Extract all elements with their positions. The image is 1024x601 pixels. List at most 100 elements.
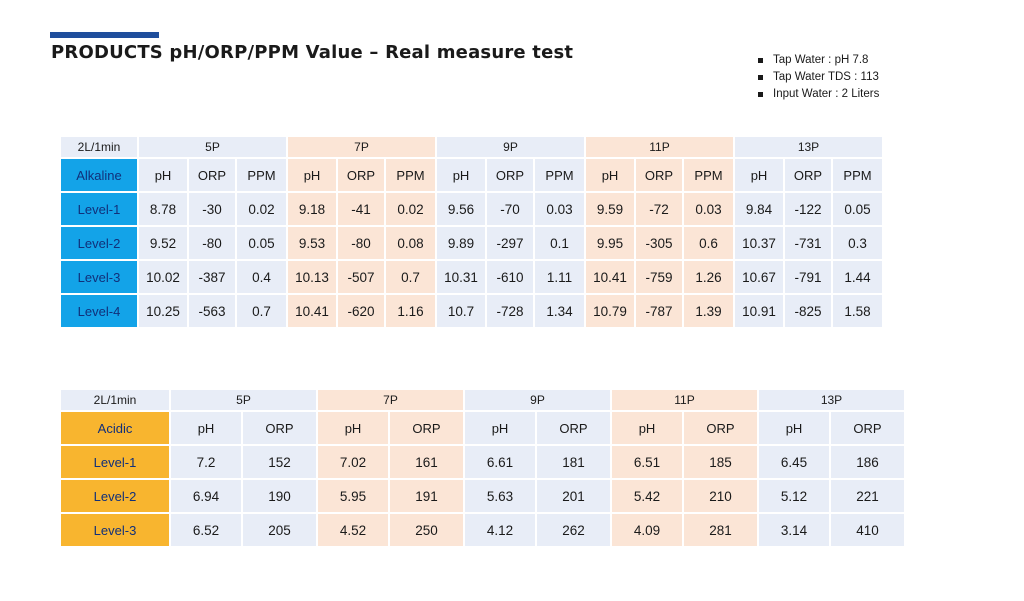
ph-cell: 6.52: [171, 514, 241, 546]
column-header-ppm: PPM: [684, 159, 733, 191]
table-row: Level-4 10.25 -563 0.7 10.41 -620 1.16 10.7 -728…: [61, 295, 882, 327]
ppm-cell: 1.16: [386, 295, 435, 327]
level-label: Level-4: [61, 295, 137, 327]
column-header-ph: pH: [171, 412, 241, 444]
ph-cell: 10.13: [288, 261, 336, 293]
water-type-label: Alkaline: [61, 159, 137, 191]
ph-cell: 5.63: [465, 480, 535, 512]
orp-cell: -787: [636, 295, 682, 327]
ppm-cell: 1.34: [535, 295, 584, 327]
alkaline-table-body: 2L/1min 5P 7P 9P 11P 13P Alkaline pH ORP PPM pH ORP…: [61, 137, 882, 327]
column-header-ph: pH: [612, 412, 682, 444]
ph-cell: 10.41: [288, 295, 336, 327]
note-item: Tap Water : pH 7.8: [758, 52, 879, 69]
water-type-label: Acidic: [61, 412, 169, 444]
model-header-row: 2L/1min 5P 7P 9P 11P 13P: [61, 390, 904, 410]
column-header-orp: ORP: [684, 412, 757, 444]
note-item: Input Water : 2 Liters: [758, 86, 879, 103]
model-header-row: 2L/1min 5P 7P 9P 11P 13P: [61, 137, 882, 157]
model-header-13p: 13P: [759, 390, 904, 410]
orp-cell: 190: [243, 480, 316, 512]
ppm-cell: 1.44: [833, 261, 882, 293]
level-label: Level-3: [61, 261, 137, 293]
ph-cell: 10.02: [139, 261, 187, 293]
column-header-ppm: PPM: [535, 159, 584, 191]
ph-cell: 10.67: [735, 261, 783, 293]
bullet-icon: [758, 92, 763, 97]
ph-cell: 7.2: [171, 446, 241, 478]
ph-cell: 6.94: [171, 480, 241, 512]
model-header-9p: 9P: [437, 137, 584, 157]
model-header-5p: 5P: [139, 137, 286, 157]
column-header-ph: pH: [735, 159, 783, 191]
level-label: Level-2: [61, 480, 169, 512]
ph-cell: 9.89: [437, 227, 485, 259]
orp-cell: -507: [338, 261, 384, 293]
ppm-cell: 0.7: [386, 261, 435, 293]
ppm-cell: 0.4: [237, 261, 286, 293]
note-text: Tap Water : pH 7.8: [773, 54, 869, 66]
orp-cell: 185: [684, 446, 757, 478]
orp-cell: -70: [487, 193, 533, 225]
orp-cell: 250: [390, 514, 463, 546]
column-header-ph: pH: [759, 412, 829, 444]
orp-cell: -305: [636, 227, 682, 259]
flow-rate-label: 2L/1min: [61, 137, 137, 157]
orp-cell: 161: [390, 446, 463, 478]
column-header-ppm: PPM: [386, 159, 435, 191]
ppm-cell: 1.39: [684, 295, 733, 327]
column-header-orp: ORP: [390, 412, 463, 444]
acidic-table: 2L/1min 5P 7P 9P 11P 13P Acidic pH ORP pH ORP pH ORP…: [59, 388, 906, 548]
column-header-orp: ORP: [189, 159, 235, 191]
flow-rate-label: 2L/1min: [61, 390, 169, 410]
ph-cell: 10.7: [437, 295, 485, 327]
orp-cell: -30: [189, 193, 235, 225]
ppm-cell: 0.08: [386, 227, 435, 259]
orp-cell: 205: [243, 514, 316, 546]
ph-cell: 9.95: [586, 227, 634, 259]
ph-cell: 10.37: [735, 227, 783, 259]
level-label: Level-1: [61, 446, 169, 478]
column-header-orp: ORP: [785, 159, 831, 191]
ph-cell: 6.45: [759, 446, 829, 478]
page-title: PRODUCTS pH/ORP/PPM Value – Real measure…: [51, 42, 574, 63]
ph-cell: 4.12: [465, 514, 535, 546]
orp-cell: -297: [487, 227, 533, 259]
ph-cell: 10.25: [139, 295, 187, 327]
orp-cell: -122: [785, 193, 831, 225]
measure-header-row: Alkaline pH ORP PPM pH ORP PPM pH ORP PPM pH ORP PPM…: [61, 159, 882, 191]
table-row: Level-2 9.52 -80 0.05 9.53 -80 0.08 9.89 -297 0.1…: [61, 227, 882, 259]
ph-cell: 5.12: [759, 480, 829, 512]
column-header-ph: pH: [139, 159, 187, 191]
ppm-cell: 0.05: [833, 193, 882, 225]
orp-cell: -41: [338, 193, 384, 225]
column-header-ph: pH: [586, 159, 634, 191]
model-header-5p: 5P: [171, 390, 316, 410]
bullet-icon: [758, 75, 763, 80]
ph-cell: 3.14: [759, 514, 829, 546]
orp-cell: 262: [537, 514, 610, 546]
column-header-ph: pH: [318, 412, 388, 444]
bullet-icon: [758, 58, 763, 63]
column-header-ph: pH: [465, 412, 535, 444]
orp-cell: -563: [189, 295, 235, 327]
title-accent-bar: [50, 32, 159, 38]
table-row: Level-2 6.94 190 5.95 191 5.63 201 5.42 210 5.12 2…: [61, 480, 904, 512]
ppm-cell: 0.05: [237, 227, 286, 259]
model-header-11p: 11P: [586, 137, 733, 157]
ppm-cell: 0.03: [684, 193, 733, 225]
ph-cell: 4.09: [612, 514, 682, 546]
model-header-13p: 13P: [735, 137, 882, 157]
orp-cell: 181: [537, 446, 610, 478]
orp-cell: -759: [636, 261, 682, 293]
column-header-ppm: PPM: [237, 159, 286, 191]
table-row: Level-1 7.2 152 7.02 161 6.61 181 6.51 185 6.45 18…: [61, 446, 904, 478]
ph-cell: 5.42: [612, 480, 682, 512]
column-header-orp: ORP: [831, 412, 904, 444]
orp-cell: -80: [338, 227, 384, 259]
ph-cell: 9.59: [586, 193, 634, 225]
acidic-table-body: 2L/1min 5P 7P 9P 11P 13P Acidic pH ORP pH ORP pH ORP…: [61, 390, 904, 546]
orp-cell: 281: [684, 514, 757, 546]
level-label: Level-3: [61, 514, 169, 546]
ph-cell: 9.84: [735, 193, 783, 225]
